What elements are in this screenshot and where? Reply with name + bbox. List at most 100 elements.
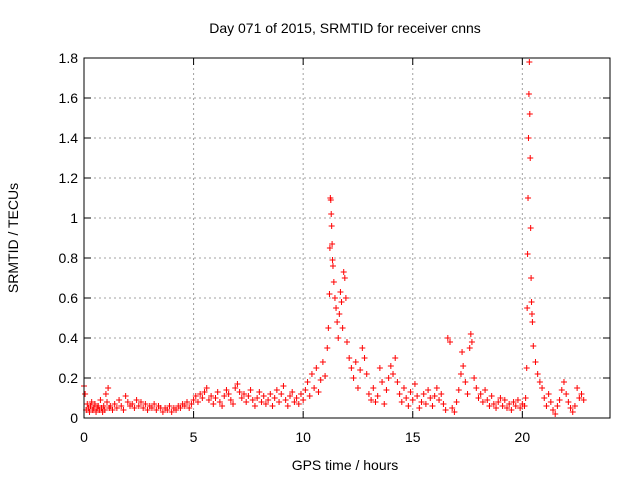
- data-point: [403, 395, 410, 401]
- data-point: [328, 211, 335, 217]
- data-point: [447, 339, 454, 345]
- data-point: [260, 393, 267, 399]
- data-point: [524, 305, 531, 311]
- data-point: [536, 379, 543, 385]
- data-point: [326, 291, 333, 297]
- data-point: [144, 407, 151, 413]
- data-point: [82, 391, 89, 397]
- x-tick-label: 10: [295, 429, 311, 445]
- data-point: [490, 401, 497, 407]
- data-point: [352, 359, 359, 365]
- data-point: [569, 409, 576, 415]
- grid-lines: [84, 58, 610, 418]
- data-point: [199, 395, 206, 401]
- data-point: [269, 403, 276, 409]
- data-point: [101, 407, 108, 413]
- data-point: [293, 395, 300, 401]
- data-point: [133, 397, 140, 403]
- data-point: [341, 275, 348, 281]
- data-point: [354, 385, 361, 391]
- data-point: [528, 275, 535, 281]
- data-point: [225, 391, 232, 397]
- data-point: [526, 111, 533, 117]
- data-points: [81, 59, 587, 417]
- data-point: [368, 397, 375, 403]
- data-point: [116, 397, 123, 403]
- data-point: [359, 345, 366, 351]
- data-point: [214, 389, 221, 395]
- data-point: [262, 401, 269, 407]
- data-point: [267, 391, 274, 397]
- data-point: [429, 403, 436, 409]
- data-point: [348, 365, 355, 371]
- x-tick-label: 20: [515, 429, 531, 445]
- data-point: [453, 399, 460, 405]
- data-point: [464, 391, 471, 397]
- data-point: [173, 407, 180, 413]
- data-point: [295, 401, 302, 407]
- data-point: [459, 349, 466, 355]
- data-point: [177, 405, 184, 411]
- data-point: [109, 407, 116, 413]
- data-point: [541, 395, 548, 401]
- data-point: [482, 387, 489, 393]
- x-tick-label: 15: [405, 429, 421, 445]
- data-point: [506, 401, 513, 407]
- data-point: [107, 403, 114, 409]
- data-point: [409, 397, 416, 403]
- data-point: [329, 263, 336, 269]
- data-point: [190, 397, 197, 403]
- data-point: [440, 401, 447, 407]
- data-point: [93, 409, 100, 415]
- data-point: [528, 311, 535, 317]
- data-point: [468, 339, 475, 345]
- data-point: [181, 403, 188, 409]
- data-point: [387, 363, 394, 369]
- data-point: [529, 319, 536, 325]
- data-point: [560, 379, 567, 385]
- data-point: [477, 391, 484, 397]
- data-point: [462, 379, 469, 385]
- data-point: [87, 403, 94, 409]
- data-point: [495, 399, 502, 405]
- data-point: [194, 399, 201, 405]
- y-axis-label: SRMTID / TECUs: [5, 183, 21, 293]
- data-point: [333, 305, 340, 311]
- data-point: [545, 391, 552, 397]
- data-point: [184, 399, 191, 405]
- data-point: [525, 91, 532, 97]
- data-point: [86, 409, 93, 415]
- data-point: [340, 269, 347, 275]
- data-point: [350, 375, 357, 381]
- data-point: [249, 397, 256, 403]
- data-point: [302, 387, 309, 393]
- data-point: [327, 197, 334, 203]
- data-point: [221, 393, 228, 399]
- data-point: [287, 393, 294, 399]
- axis-ticks: [83, 57, 610, 419]
- data-point: [444, 335, 451, 341]
- data-point: [411, 381, 418, 387]
- data-point: [186, 405, 193, 411]
- data-point: [166, 403, 173, 409]
- data-point: [466, 345, 473, 351]
- data-point: [159, 409, 166, 415]
- data-point: [526, 59, 533, 65]
- data-point: [326, 245, 333, 251]
- data-point: [317, 377, 324, 383]
- data-point: [374, 393, 381, 399]
- data-point: [556, 397, 563, 403]
- data-point: [534, 371, 541, 377]
- plot-frame: [83, 57, 611, 419]
- data-point: [488, 393, 495, 399]
- data-point: [475, 395, 482, 401]
- data-point: [394, 379, 401, 385]
- data-point: [325, 325, 332, 331]
- data-point: [245, 393, 252, 399]
- data-point: [331, 295, 338, 301]
- data-point: [306, 393, 313, 399]
- data-point: [236, 389, 243, 395]
- data-point: [243, 399, 250, 405]
- data-point: [425, 387, 432, 393]
- y-tick-label: 1.8: [59, 50, 79, 66]
